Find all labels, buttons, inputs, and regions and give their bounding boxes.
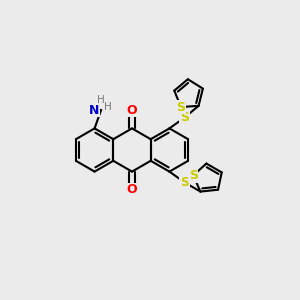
Text: H: H xyxy=(104,102,112,112)
Text: S: S xyxy=(180,176,189,189)
Text: H: H xyxy=(97,94,105,105)
Text: S: S xyxy=(180,111,189,124)
Text: S: S xyxy=(176,100,185,113)
Text: S: S xyxy=(189,169,198,182)
Text: N: N xyxy=(89,103,100,116)
Text: O: O xyxy=(127,184,137,196)
Text: O: O xyxy=(127,103,137,116)
